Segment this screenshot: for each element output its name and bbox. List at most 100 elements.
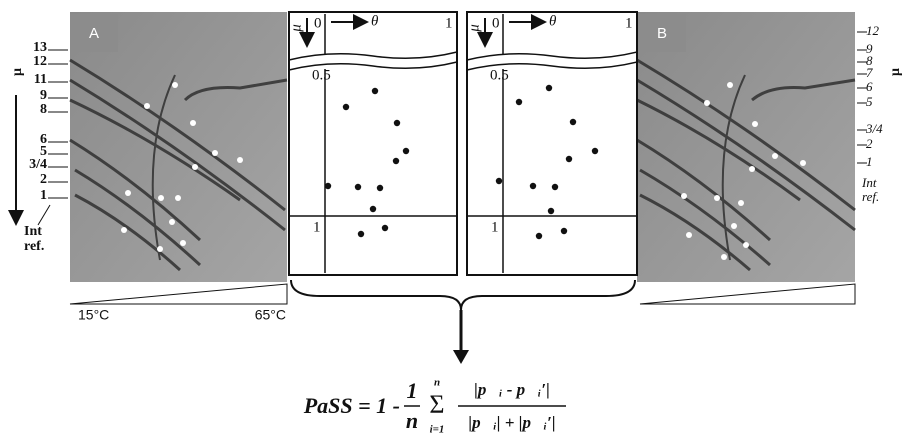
spot [681, 193, 687, 199]
tick-label: 11 [34, 72, 47, 87]
tick [37, 204, 51, 226]
formula-frac-num: 1 [407, 378, 418, 403]
spot [157, 246, 163, 252]
spot [495, 177, 503, 185]
spot [392, 157, 400, 165]
break-line [288, 61, 458, 71]
spot [547, 207, 555, 215]
one: 1 [445, 15, 453, 31]
ref-label: Int [24, 224, 42, 239]
spot [125, 190, 131, 196]
spot [180, 240, 186, 246]
spot [371, 87, 379, 95]
spot [749, 166, 755, 172]
spot [714, 195, 720, 201]
spot [545, 84, 553, 92]
mu-label: μ [888, 68, 902, 76]
formula-frac-den: n [406, 408, 418, 433]
ref-label: ref. [862, 189, 879, 204]
tick-label: 9 [866, 41, 873, 56]
zero: 0 [492, 15, 500, 31]
spot [169, 219, 175, 225]
half: 0.5 [490, 67, 509, 83]
panel-label-box [70, 14, 118, 52]
break-line [288, 51, 458, 61]
band [74, 193, 182, 272]
formula-denominator: |p⃗ᵢ| + |p⃗ᵢ′| [468, 413, 555, 432]
gel-a [70, 12, 287, 282]
tick-label: 5 [40, 144, 47, 159]
tick-label: 7 [866, 65, 873, 80]
formula-upper: n [434, 377, 440, 389]
band [639, 193, 751, 272]
band [69, 78, 286, 232]
tick-label: 13 [33, 40, 47, 55]
tick-label: 8 [40, 102, 47, 117]
mu-label: μ [288, 24, 304, 33]
band [151, 74, 176, 261]
spot [738, 200, 744, 206]
band [636, 58, 856, 212]
spot [402, 147, 410, 155]
break-line [466, 61, 638, 71]
spot [158, 195, 164, 201]
spot [172, 82, 178, 88]
temp-wedge [69, 283, 288, 305]
spot [551, 183, 559, 191]
spot [144, 103, 150, 109]
spot [515, 98, 523, 106]
break-line [466, 51, 638, 61]
half: 0.5 [312, 67, 331, 83]
tick-label: 8 [866, 53, 873, 68]
spot [190, 120, 196, 126]
band [751, 78, 856, 102]
one: 1 [625, 15, 633, 31]
schematics: μ 0 θ 1 0.5 1 μ 0 θ 1 0.5 1 [288, 13, 638, 273]
spot [686, 232, 692, 238]
band [639, 168, 771, 267]
spot [324, 182, 332, 190]
panel-label: B [657, 25, 667, 42]
tick-label: 3/4 [865, 121, 883, 136]
band [69, 58, 286, 212]
spot [800, 160, 806, 166]
one: 1 [491, 219, 499, 235]
formula-numerator: |p⃗ᵢ - p⃗ᵢ′| [474, 380, 550, 399]
spot [704, 100, 710, 106]
spot [376, 184, 384, 192]
tick-label: 6 [40, 132, 47, 147]
spot [591, 147, 599, 155]
temp-high: 65°C [255, 307, 286, 323]
band [636, 138, 772, 242]
band [721, 74, 746, 261]
tick-label: 6 [866, 79, 873, 94]
tick-label: 2 [40, 172, 47, 187]
spot [175, 195, 181, 201]
mu-label: μ [466, 24, 482, 33]
spot [721, 254, 727, 260]
schematic-boxes [288, 11, 638, 276]
spot [121, 227, 127, 233]
tick-label: 2 [866, 136, 873, 151]
mu-label: μ [10, 68, 25, 76]
band [636, 98, 801, 202]
formula-lower: i=1 [430, 424, 445, 436]
spot [752, 121, 758, 127]
spot [560, 227, 568, 235]
theta: θ [371, 13, 379, 29]
spot [731, 223, 737, 229]
panel-label-box [640, 14, 686, 52]
panel-label: A [89, 25, 99, 42]
spot [212, 150, 218, 156]
arrow-head [453, 350, 469, 364]
formula-sum: Σ [429, 390, 444, 419]
spot [369, 205, 377, 213]
zero: 0 [314, 15, 322, 31]
gel-bands [69, 58, 856, 272]
spot [381, 224, 389, 232]
band [69, 138, 202, 242]
spot [727, 82, 733, 88]
tick-label: 9 [40, 88, 47, 103]
tick-label: 1 [866, 154, 873, 169]
spot [772, 153, 778, 159]
